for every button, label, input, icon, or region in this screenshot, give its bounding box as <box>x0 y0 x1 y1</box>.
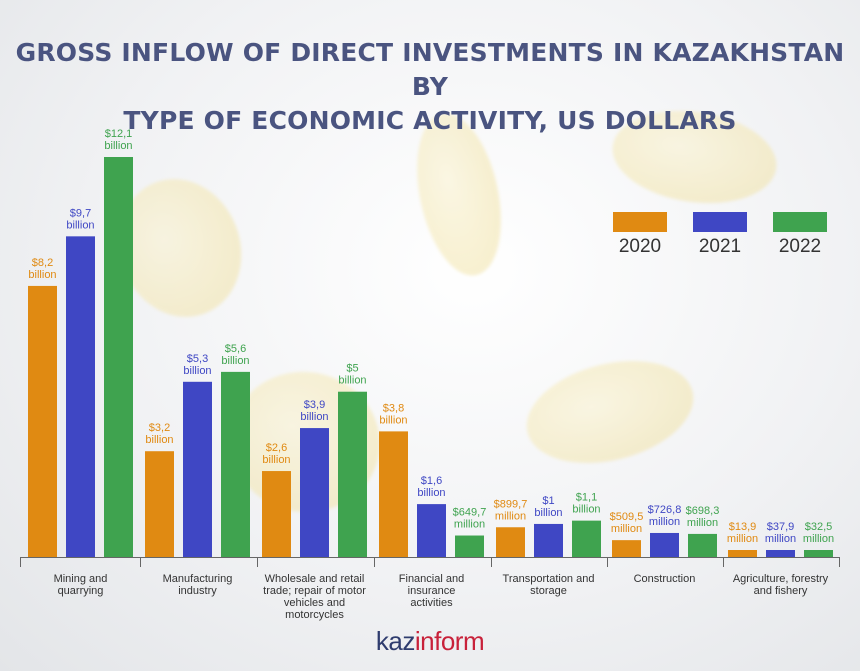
chart-title-line-1: GROSS INFLOW OF DIRECT INVESTMENTS IN KA… <box>15 38 845 101</box>
data-label-2020-1: $8,2 billion <box>28 257 56 281</box>
bar-2020-7 <box>728 550 757 557</box>
bar-2021-5 <box>534 523 563 557</box>
chart-title-line-2: TYPE OF ECONOMIC ACTIVITY, US DOLLARS <box>123 106 737 135</box>
data-label-2022-3: $5 billion <box>338 363 366 387</box>
category-label-7: Agriculture, forestry and fishery <box>733 573 829 597</box>
data-label-2022-1: $12,1 billion <box>104 128 132 152</box>
legend-swatch-2021 <box>693 212 747 232</box>
data-label-2022-2: $5,6 billion <box>221 343 249 367</box>
bar-2021-7 <box>766 550 795 557</box>
data-label-2021-3: $3,9 billion <box>300 399 328 423</box>
legend-swatch-2022 <box>773 212 827 232</box>
data-label-2022-5: $1,1 billion <box>572 492 600 516</box>
bar-2020-4 <box>379 431 408 557</box>
data-label-2020-7: $13,9 million <box>727 521 758 545</box>
bar-2022-5 <box>572 520 601 557</box>
legend-label-2020: 2020 <box>618 236 662 257</box>
data-label-2022-7: $32,5 million <box>803 521 834 545</box>
data-label-2020-3: $2,6 billion <box>262 442 290 466</box>
bar-2021-2 <box>183 381 212 557</box>
data-label-2020-5: $899,7 million <box>494 498 528 522</box>
legend-item-2020: 2020 <box>612 212 668 258</box>
data-label-2020-4: $3,8 billion <box>379 402 407 426</box>
category-label-4: Financial and insurance activities <box>399 573 464 609</box>
logo-part-2: inform <box>414 626 485 656</box>
legend-item-2021: 2021 <box>692 212 748 258</box>
bar-2020-6 <box>612 540 641 557</box>
data-label-2021-7: $37,9 million <box>765 521 796 545</box>
bar-2020-3 <box>262 471 291 557</box>
bar-2022-3 <box>338 391 367 557</box>
data-label-2022-6: $698,3 million <box>686 505 720 529</box>
data-label-2020-2: $3,2 billion <box>145 422 173 446</box>
category-label-3: Wholesale and retail trade; repair of mot… <box>263 573 366 621</box>
bar-2021-1 <box>66 236 95 557</box>
category-label-2: Manufacturing industry <box>163 573 233 597</box>
bar-2022-4 <box>455 535 484 557</box>
bar-2022-6 <box>688 533 717 557</box>
logo-part-1: kaz <box>375 626 415 656</box>
data-label-2021-4: $1,6 billion <box>417 475 445 499</box>
bar-2021-6 <box>650 532 679 557</box>
bar-2021-4 <box>417 504 446 557</box>
legend-item-2022: 2022 <box>772 212 828 258</box>
bar-2022-7 <box>804 550 833 557</box>
bar-2020-5 <box>496 527 525 557</box>
legend-swatch-2020 <box>613 212 667 232</box>
category-label-6: Construction <box>634 573 696 585</box>
bar-2022-1 <box>104 157 133 557</box>
bar-2021-3 <box>300 428 329 557</box>
category-label-5: Transportation and storage <box>503 573 595 597</box>
bar-2020-1 <box>28 285 57 557</box>
data-label-2021-1: $9,7 billion <box>66 207 94 231</box>
legend-label-2022: 2022 <box>778 236 822 257</box>
legend-label-2021: 2021 <box>698 236 742 257</box>
chart-title: GROSS INFLOW OF DIRECT INVESTMENTS IN KA… <box>0 36 860 138</box>
bar-2020-2 <box>145 451 174 557</box>
data-label-2021-5: $1 billion <box>534 495 562 519</box>
data-label-2022-4: $649,7 million <box>453 507 487 531</box>
data-label-2021-6: $726,8 million <box>648 504 682 528</box>
data-label-2021-2: $5,3 billion <box>183 353 211 377</box>
kazinform-logo: kazinform <box>0 626 860 657</box>
bar-2022-2 <box>221 371 250 557</box>
category-label-1: Mining and quarrying <box>54 573 108 597</box>
data-label-2020-6: $509,5 million <box>610 511 644 535</box>
